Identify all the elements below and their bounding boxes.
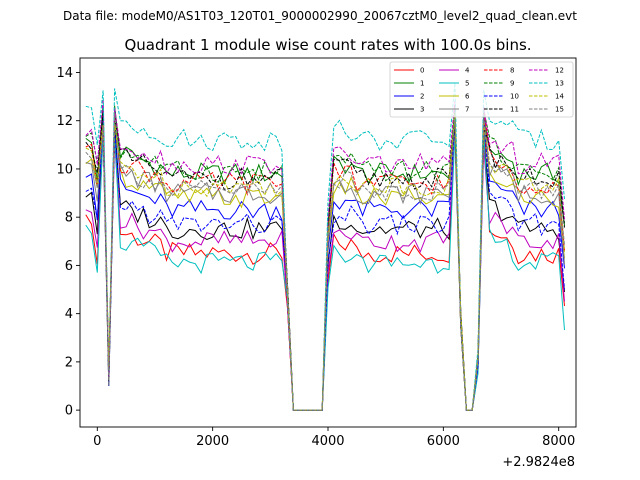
- x-tick-label: 6000: [427, 434, 460, 449]
- legend-label-11: 11: [510, 106, 519, 114]
- series-line-10: [85, 116, 565, 411]
- y-tick-label: 8: [65, 211, 73, 226]
- y-tick-label: 2: [65, 355, 73, 370]
- x-offset-label: +2.9824e8: [502, 455, 575, 470]
- legend-label-9: 9: [510, 80, 514, 88]
- series-line-9: [85, 110, 565, 411]
- legend-label-6: 6: [465, 93, 470, 101]
- legend-label-2: 2: [420, 93, 424, 101]
- x-tick-label: 0: [93, 434, 101, 449]
- series-line-5: [85, 130, 565, 411]
- legend-label-15: 15: [555, 106, 564, 114]
- y-tick-label: 6: [65, 259, 73, 274]
- legend-label-5: 5: [465, 80, 469, 88]
- legend-box: [389, 61, 574, 118]
- chart-title: Quadrant 1 module wise count rates with …: [124, 36, 531, 54]
- legend-label-4: 4: [465, 67, 470, 75]
- legend-label-10: 10: [510, 93, 519, 101]
- y-tick-label: 14: [56, 66, 73, 81]
- y-tick-label: 0: [65, 404, 73, 419]
- series-line-12: [85, 99, 565, 411]
- series-line-1: [85, 104, 565, 411]
- legend-label-1: 1: [420, 80, 424, 88]
- x-tick-label: 4000: [311, 434, 344, 449]
- series-line-15: [85, 112, 565, 411]
- series-line-13: [85, 82, 565, 411]
- plot-lines: [85, 82, 565, 411]
- y-tick-label: 12: [56, 114, 73, 129]
- legend-label-8: 8: [510, 67, 514, 75]
- legend-label-3: 3: [420, 106, 424, 114]
- legend-label-0: 0: [420, 67, 424, 75]
- x-tick-label: 2000: [196, 434, 229, 449]
- chart-suptitle: Data file: modeM0/AS1T03_120T01_90000029…: [63, 9, 577, 23]
- y-tick-label: 4: [65, 307, 73, 322]
- series-line-14: [85, 114, 565, 411]
- series-line-3: [85, 123, 565, 411]
- legend-label-14: 14: [555, 93, 564, 101]
- x-tick-label: 8000: [542, 434, 575, 449]
- series-line-8: [85, 108, 565, 411]
- legend-label-12: 12: [555, 67, 564, 75]
- y-tick-label: 10: [56, 162, 73, 177]
- legend-label-7: 7: [465, 106, 469, 114]
- legend-label-13: 13: [555, 80, 564, 88]
